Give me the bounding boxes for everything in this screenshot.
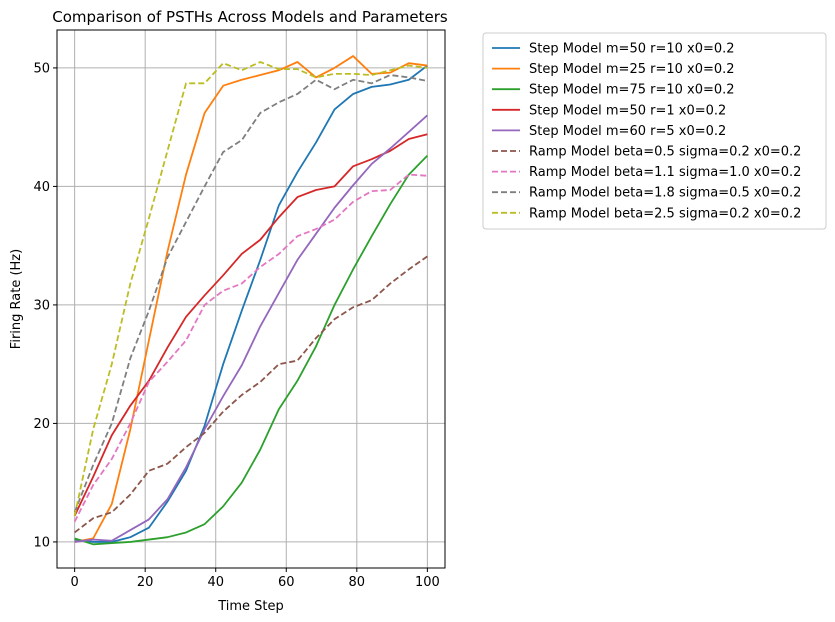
legend-label-1: Step Model m=50 r=10 x0=0.2	[529, 42, 735, 57]
legend-box	[482, 32, 827, 230]
y-tick-label: 40	[33, 180, 50, 195]
x-axis-ticks: 0 20 40 60 80 100	[70, 568, 440, 590]
series-line-7	[73, 173, 428, 523]
y-tick-label: 30	[33, 298, 50, 313]
x-tick-label: 100	[415, 575, 440, 590]
chart-title: Comparison of PSTHs Across Models and Pa…	[52, 8, 448, 26]
legend-label-3: Step Model m=75 r=10 x0=0.2	[529, 83, 735, 98]
series-line-3	[74, 154, 429, 546]
series-line-6	[74, 255, 428, 534]
x-tick-label: 20	[137, 575, 154, 590]
series-line-9	[73, 61, 428, 517]
plot-frame	[56, 29, 446, 569]
x-tick-label: 0	[70, 575, 78, 590]
legend-label-7: Ramp Model beta=1.1 sigma=1.0 x0=0.2	[529, 165, 801, 180]
x-tick-label: 60	[278, 575, 295, 590]
x-tick-label: 80	[349, 575, 366, 590]
grid	[57, 30, 445, 568]
series-line-4	[73, 133, 428, 517]
series-line-1	[74, 64, 428, 543]
legend: Step Model m=50 r=10 x0=0.2 Step Model m=…	[482, 32, 827, 230]
legend-label-2: Step Model m=25 r=10 x0=0.2	[529, 62, 735, 77]
legend-label-5: Step Model m=60 r=5 x0=0.2	[529, 124, 726, 139]
y-tick-label: 10	[33, 535, 50, 550]
legend-label-6: Ramp Model beta=0.5 sigma=0.2 x0=0.2	[529, 145, 801, 160]
legend-label-9: Ramp Model beta=2.5 sigma=0.2 x0=0.2	[529, 206, 801, 221]
legend-label-8: Ramp Model beta=1.8 sigma=0.5 x0=0.2	[529, 186, 801, 201]
x-tick-label: 40	[207, 575, 224, 590]
series-group	[73, 55, 429, 546]
y-tick-label: 50	[33, 61, 50, 76]
legend-label-4: Step Model m=50 r=1 x0=0.2	[529, 103, 726, 118]
y-tick-label: 20	[33, 417, 50, 432]
x-axis-label: Time Step	[217, 599, 284, 614]
series-line-8	[73, 74, 428, 513]
y-axis-ticks: 10 20 30 40 50	[33, 61, 57, 550]
y-axis-label: Firing Rate (Hz)	[9, 249, 24, 349]
series-line-5	[74, 114, 428, 543]
